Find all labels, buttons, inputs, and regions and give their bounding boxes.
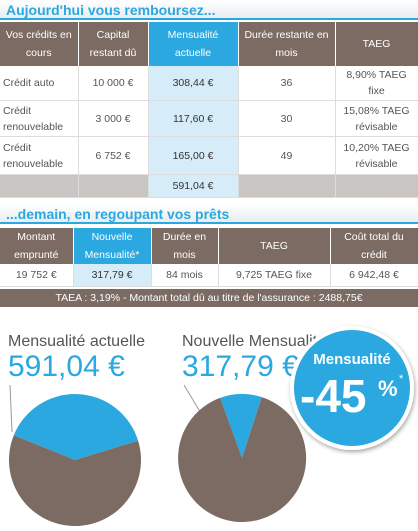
header: Durée restante en mois bbox=[238, 22, 336, 66]
new-label: Nouvelle Mensualité bbox=[182, 333, 326, 350]
cell: Crédit renouvelable bbox=[0, 100, 79, 137]
badge-unit: % bbox=[378, 376, 398, 401]
pie-slice bbox=[220, 393, 262, 458]
header: Vos crédits en cours bbox=[0, 22, 79, 66]
cell: 9,725 TAEG fixe bbox=[218, 264, 331, 287]
current-table: Vos crédits en cours Capital restant dû … bbox=[0, 22, 418, 198]
cell: 117,60 € bbox=[148, 100, 239, 137]
header: Nouvelle Mensualité* bbox=[73, 228, 152, 264]
header: Durée en mois bbox=[151, 228, 219, 264]
cell bbox=[335, 174, 418, 198]
pointer bbox=[9, 384, 13, 433]
section-title: ...demain, en regoupant vos prêts bbox=[0, 204, 418, 224]
pie-slice bbox=[178, 397, 307, 522]
pie-slice bbox=[8, 435, 141, 527]
cell: 6 752 € bbox=[78, 136, 149, 175]
badge bbox=[290, 326, 414, 450]
cell: 317,79 € bbox=[73, 264, 152, 287]
cell: 3 000 € bbox=[78, 100, 149, 137]
cell: 84 mois bbox=[151, 264, 219, 287]
cell: Crédit renouvelable bbox=[0, 136, 79, 175]
header: Montant emprunté bbox=[0, 228, 74, 264]
total: 591,04 € bbox=[148, 174, 239, 198]
cell: 165,00 € bbox=[148, 136, 239, 175]
header: Mensualité actuelle bbox=[148, 22, 239, 66]
current-label: Mensualité actuelle bbox=[8, 333, 145, 350]
cell: Crédit auto bbox=[0, 66, 79, 101]
section-title: Aujourd'hui vous remboursez... bbox=[0, 0, 418, 20]
cell: 10 000 € bbox=[78, 66, 149, 101]
cell: 8,90% TAEG fixe bbox=[335, 66, 418, 101]
new-table: Montant emprunté Nouvelle Mensualité* Du… bbox=[0, 228, 418, 287]
badge-mark: * bbox=[399, 373, 404, 385]
current-amount: 591,04 € bbox=[8, 350, 125, 383]
pointer bbox=[183, 384, 206, 421]
cell: 19 752 € bbox=[0, 264, 74, 287]
header: Capital restant dû bbox=[78, 22, 149, 66]
cell bbox=[238, 174, 336, 198]
pie-slice bbox=[13, 394, 139, 460]
cell: 15,08% TAEG révisable bbox=[335, 100, 418, 137]
cell: 30 bbox=[238, 100, 336, 137]
header: TAEG bbox=[335, 22, 418, 66]
badge-value: -45 bbox=[300, 370, 366, 422]
header: TAEG bbox=[218, 228, 331, 264]
cell: 49 bbox=[238, 136, 336, 175]
new-amount: 317,79 € bbox=[182, 350, 299, 383]
cell: 308,44 € bbox=[148, 66, 239, 101]
cell bbox=[78, 174, 149, 198]
insurance-note: TAEA : 3,19% - Montant total dû au titre… bbox=[0, 289, 418, 307]
header: Coût total du crédit bbox=[330, 228, 418, 264]
cell: 36 bbox=[238, 66, 336, 101]
badge-label: Mensualité bbox=[313, 351, 391, 368]
cell: 10,20% TAEG révisable bbox=[335, 136, 418, 175]
cell: 6 942,48 € bbox=[330, 264, 418, 287]
cell bbox=[0, 174, 79, 198]
